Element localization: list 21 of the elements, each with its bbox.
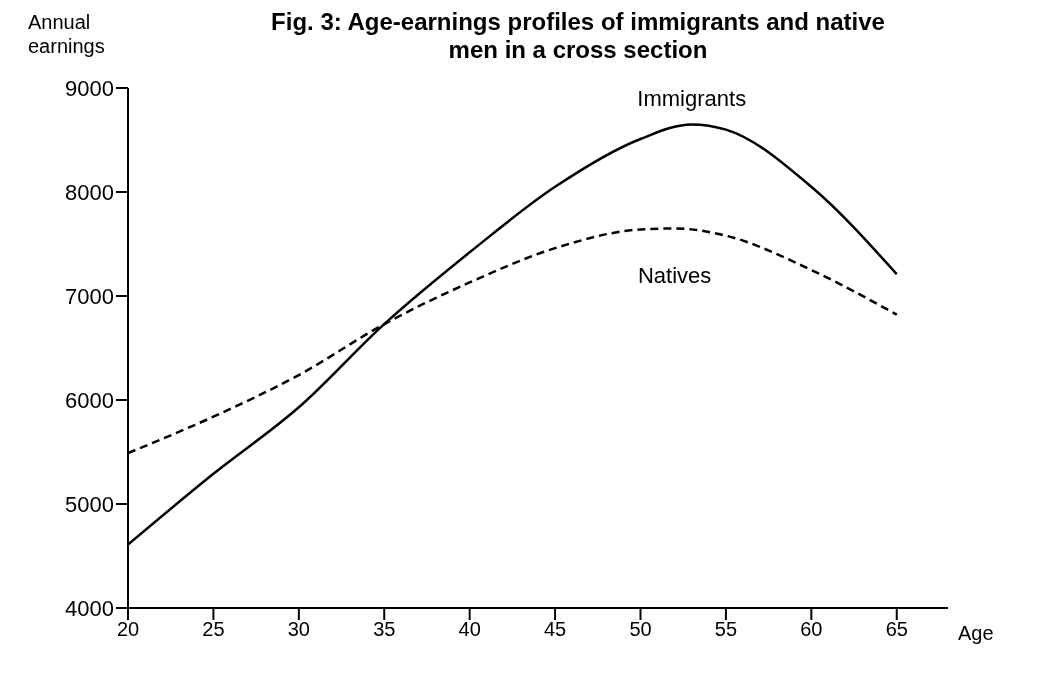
x-tick-label: 35 xyxy=(373,618,396,641)
x-tick-label: 25 xyxy=(202,618,225,641)
series-label: Natives xyxy=(637,263,712,289)
y-axis-title: Annual earnings xyxy=(28,10,106,58)
x-tick-label: 50 xyxy=(629,618,652,641)
y-tick-label: 8000 xyxy=(65,179,114,205)
x-tick-label: 20 xyxy=(116,618,140,641)
x-tick-label: 45 xyxy=(543,618,567,641)
series-label: Immigrants xyxy=(637,86,747,112)
x-tick-label: 55 xyxy=(714,618,738,641)
x-axis-title: Age xyxy=(958,622,994,645)
x-tick-label: 40 xyxy=(458,618,481,641)
chart-title: Fig. 3: Age-earnings profiles of immigrants and native men in a cross section xyxy=(270,8,886,64)
x-tick-label: 65 xyxy=(885,618,908,641)
y-tick-label: 9000 xyxy=(65,75,114,101)
y-tick-label: 7000 xyxy=(65,283,114,309)
y-tick-label: 4000 xyxy=(65,595,114,621)
y-tick-label: 6000 xyxy=(65,387,114,413)
y-tick-label: 5000 xyxy=(65,491,114,517)
x-tick-label: 30 xyxy=(287,618,310,641)
x-tick-label: 60 xyxy=(800,618,823,641)
